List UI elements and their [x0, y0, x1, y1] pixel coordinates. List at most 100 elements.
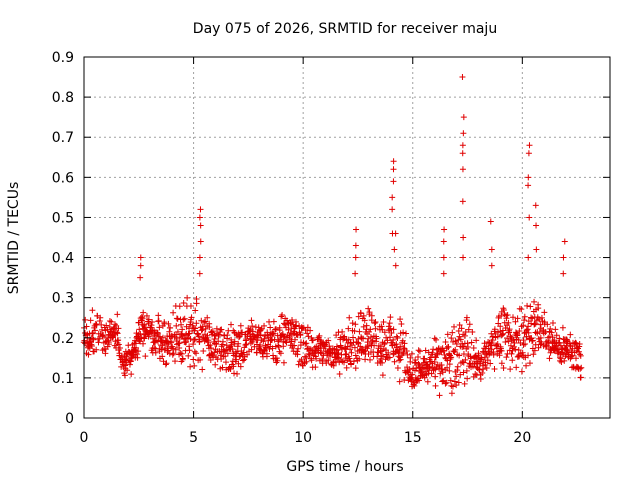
data-point — [484, 357, 491, 364]
data-point — [500, 307, 507, 314]
data-point — [366, 328, 373, 335]
data-point — [511, 343, 518, 350]
data-point — [464, 375, 471, 382]
data-point — [456, 333, 463, 340]
data-point — [303, 340, 310, 347]
data-point — [360, 312, 367, 319]
data-point — [429, 349, 436, 356]
data-point — [348, 361, 355, 368]
data-point — [401, 340, 408, 347]
data-point — [196, 254, 203, 261]
data-point — [415, 347, 422, 354]
data-point — [498, 360, 505, 367]
data-point — [176, 303, 183, 310]
data-point — [228, 321, 235, 328]
data-points — [80, 74, 585, 399]
data-point — [176, 339, 183, 346]
data-point — [441, 226, 448, 233]
data-point — [280, 359, 287, 366]
data-point — [237, 322, 244, 329]
data-point — [253, 349, 260, 356]
data-point — [156, 324, 163, 331]
data-point — [165, 347, 172, 354]
data-point — [512, 346, 519, 353]
data-point — [366, 309, 373, 316]
data-point — [557, 342, 564, 349]
y-tick-label: 0.5 — [52, 210, 74, 226]
data-point — [499, 331, 506, 338]
data-point — [166, 328, 173, 335]
data-point — [97, 314, 104, 321]
data-point — [140, 309, 147, 316]
data-point — [309, 337, 316, 344]
data-point — [272, 326, 279, 333]
data-point — [233, 350, 240, 357]
data-point — [432, 373, 439, 380]
data-point — [85, 351, 92, 358]
data-point — [560, 339, 567, 346]
data-point — [561, 238, 568, 245]
data-point — [572, 355, 579, 362]
data-point — [537, 321, 544, 328]
data-point — [523, 333, 530, 340]
data-point — [572, 339, 579, 346]
data-point — [170, 350, 177, 357]
data-point — [509, 357, 516, 364]
data-point — [529, 315, 536, 322]
data-point — [453, 382, 460, 389]
data-point — [442, 380, 449, 387]
data-point — [227, 365, 234, 372]
data-point — [191, 348, 198, 355]
data-point — [134, 354, 141, 361]
data-point — [513, 364, 520, 371]
data-point — [325, 357, 332, 364]
data-point — [394, 365, 401, 372]
data-point — [511, 339, 518, 346]
data-point — [307, 327, 314, 334]
data-point — [446, 361, 453, 368]
data-point — [352, 321, 359, 328]
data-point — [181, 315, 188, 322]
data-point — [149, 318, 156, 325]
data-point — [226, 364, 233, 371]
data-point — [526, 360, 533, 367]
data-point — [215, 332, 222, 339]
data-point — [282, 321, 289, 328]
data-point — [461, 380, 468, 387]
data-point — [532, 320, 539, 327]
data-point — [525, 174, 532, 181]
data-point — [556, 346, 563, 353]
data-point — [544, 321, 551, 328]
data-point — [215, 331, 222, 338]
data-point — [173, 322, 180, 329]
data-point — [346, 314, 353, 321]
data-point — [508, 350, 515, 357]
data-point — [362, 356, 369, 363]
data-point — [92, 321, 99, 328]
data-point — [219, 338, 226, 345]
data-point — [113, 329, 120, 336]
data-point — [169, 351, 176, 358]
data-point — [536, 316, 543, 323]
data-point — [343, 364, 350, 371]
data-point — [373, 335, 380, 342]
data-point — [325, 337, 332, 344]
y-axis-label: SRMTID / TECUs — [6, 182, 22, 295]
data-point — [241, 356, 248, 363]
data-point — [573, 340, 580, 347]
data-point — [552, 326, 559, 333]
data-point — [557, 355, 564, 362]
data-point — [451, 323, 458, 330]
data-point — [257, 326, 264, 333]
data-point — [295, 361, 302, 368]
data-point — [114, 330, 121, 337]
data-point — [96, 335, 103, 342]
data-point — [104, 343, 111, 350]
data-point — [89, 307, 96, 314]
data-point — [569, 345, 576, 352]
data-point — [451, 378, 458, 385]
data-point — [407, 358, 414, 365]
data-point — [174, 315, 181, 322]
data-point — [82, 316, 89, 323]
data-point — [206, 320, 213, 327]
